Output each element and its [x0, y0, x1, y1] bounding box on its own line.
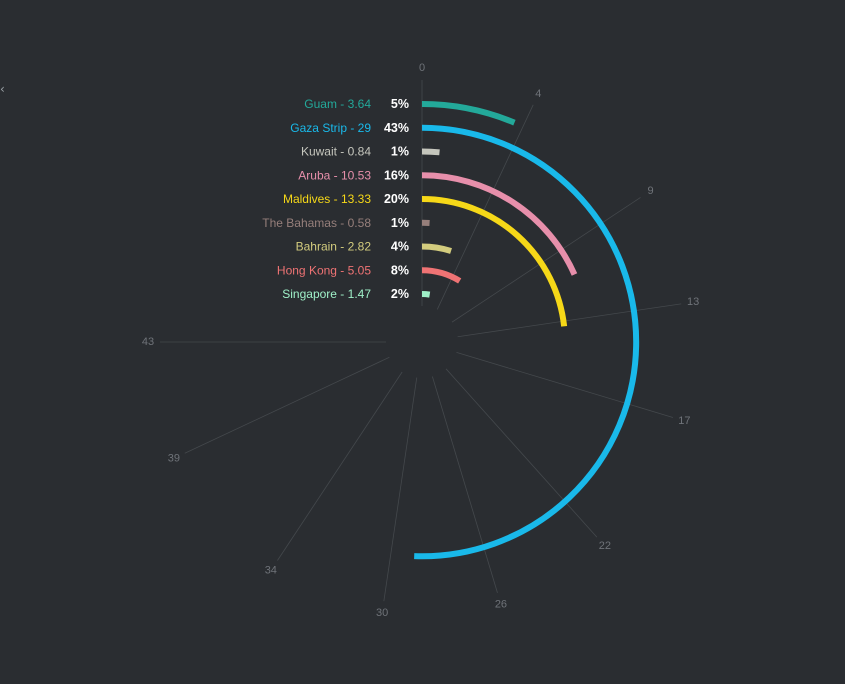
series-percent: 4%	[391, 240, 409, 254]
series-percent: 43%	[384, 121, 409, 135]
tick-label: 39	[168, 452, 180, 464]
tick-label: 34	[265, 565, 277, 577]
tick-label: 43	[142, 336, 154, 348]
series-labels: Guam - 3.64 5% Gaza Strip - 29 43% Kuwait - …	[262, 97, 409, 301]
series-label: Guam - 3.64	[304, 97, 371, 111]
tick-label: 17	[678, 415, 690, 427]
grid-line	[456, 351, 674, 418]
grid-line	[383, 377, 418, 602]
grid-line	[277, 371, 403, 561]
series-label: Aruba - 10.53	[298, 168, 371, 182]
collapse-arrow-icon[interactable]: ‹	[0, 82, 5, 96]
series-label: Hong Kong - 5.05	[277, 263, 371, 277]
tick-label: 26	[495, 598, 507, 610]
tick-label: 9	[647, 185, 653, 197]
bar-guam[interactable]	[421, 101, 516, 126]
series-label: Singapore - 1.47	[282, 287, 371, 301]
radial-grid: 0 4 9 13 17 22 26 30 34 39 43	[142, 62, 699, 619]
series-label: Maldives - 13.33	[283, 192, 371, 206]
bar-maldives[interactable]	[421, 196, 568, 327]
series-percent: 2%	[391, 287, 409, 301]
grid-line	[431, 376, 498, 594]
grid-line	[445, 368, 598, 538]
bar-singapore[interactable]	[421, 290, 431, 298]
series-label: Gaza Strip - 29	[290, 121, 371, 135]
bar-aruba[interactable]	[421, 172, 578, 276]
bar-hong-kong[interactable]	[421, 267, 462, 284]
series-percent: 8%	[391, 263, 409, 277]
grid-line	[457, 303, 682, 338]
series-label: Bahrain - 2.82	[296, 240, 372, 254]
series-percent: 20%	[384, 192, 409, 206]
bar-bahrain[interactable]	[421, 243, 452, 254]
grid-line	[184, 356, 390, 454]
radial-bars	[414, 101, 640, 560]
bar-kuwait[interactable]	[421, 148, 440, 156]
tick-label: 13	[687, 296, 699, 308]
series-percent: 5%	[391, 97, 409, 111]
grid-line	[451, 197, 641, 323]
tick-label: 22	[599, 540, 611, 552]
series-percent: 16%	[384, 168, 409, 182]
tick-label: 0	[419, 62, 425, 74]
series-percent: 1%	[391, 145, 409, 159]
series-percent: 1%	[391, 216, 409, 230]
tick-label: 30	[376, 607, 388, 619]
bar-gaza-strip[interactable]	[414, 124, 640, 560]
series-label: Kuwait - 0.84	[301, 145, 371, 159]
tick-label: 4	[535, 88, 541, 100]
series-label: The Bahamas - 0.58	[262, 216, 371, 230]
